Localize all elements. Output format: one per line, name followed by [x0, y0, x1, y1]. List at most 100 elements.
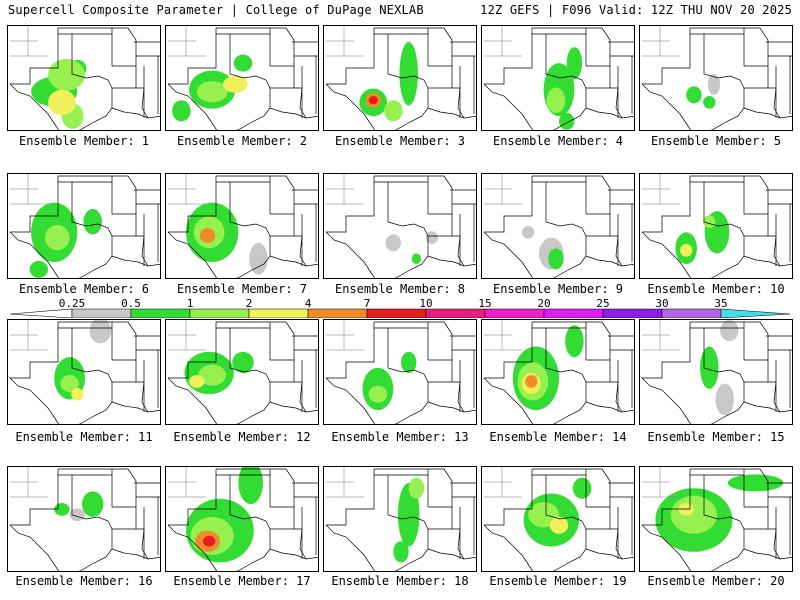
scp-contour-area: [678, 503, 694, 516]
scp-contour-area: [522, 225, 535, 239]
ensemble-member-map: [481, 173, 635, 279]
scp-field: [641, 467, 792, 571]
scp-field: [483, 26, 634, 130]
colorbar-segment: [543, 308, 604, 318]
scp-contour-area: [408, 477, 425, 499]
scp-contour-area: [401, 351, 417, 373]
scp-contour-area: [83, 208, 102, 235]
scp-contour-area: [222, 75, 248, 93]
scp-contour-area: [368, 385, 388, 403]
colorbar-tick-label: 0.5: [121, 297, 141, 310]
ensemble-member-map: [7, 319, 161, 425]
scp-field: [167, 467, 318, 571]
scp-contour-area: [703, 95, 716, 109]
ensemble-member-label: Ensemble Member: 8: [334, 282, 466, 296]
colorbar-tick-label: 35: [714, 297, 728, 310]
ensemble-member-map: [323, 25, 477, 131]
ensemble-member-label: Ensemble Member: 3: [334, 134, 466, 148]
ensemble-member-map: [165, 25, 319, 131]
scp-contour-area: [670, 495, 717, 534]
scp-contour-area: [393, 541, 409, 563]
scp-field: [167, 174, 318, 278]
ensemble-member-label: Ensemble Member: 4: [492, 134, 624, 148]
scp-contour-area: [720, 320, 739, 342]
ensemble-member-label: Ensemble Member: 13: [331, 430, 469, 444]
scp-contour-area: [525, 375, 538, 388]
colorbar-tick-label: 7: [363, 297, 371, 310]
scp-field: [641, 174, 792, 278]
ensemble-member-map: [323, 319, 477, 425]
ensemble-member-label: Ensemble Member: 19: [489, 574, 627, 588]
colorbar-segment: [366, 308, 427, 318]
ensemble-member-label: Ensemble Member: 18: [331, 574, 469, 588]
ensemble-member-label: Ensemble Member: 2: [176, 134, 308, 148]
scp-contour-area: [399, 41, 418, 106]
ensemble-member-map: [7, 466, 161, 572]
scp-contour-area: [559, 112, 575, 130]
scp-contour-area: [60, 375, 79, 393]
scp-contour-area: [48, 58, 85, 91]
ensemble-member-label: Ensemble Member: 20: [647, 574, 785, 588]
scp-contour-area: [680, 243, 693, 257]
ensemble-member-label: Ensemble Member: 6: [18, 282, 150, 296]
ensemble-member-map: [639, 173, 793, 279]
ensemble-member-label: Ensemble Member: 1: [18, 134, 150, 148]
scp-contour-area: [703, 215, 716, 229]
ensemble-member-label: Ensemble Member: 15: [647, 430, 785, 444]
colorbar-segment: [484, 308, 545, 318]
scp-contour-area: [81, 491, 104, 517]
ensemble-member-label: Ensemble Member: 16: [15, 574, 153, 588]
scp-contour-area: [202, 535, 216, 547]
scp-contour-area: [727, 474, 784, 492]
scp-field: [325, 26, 476, 130]
ensemble-member-label: Ensemble Member: 7: [176, 282, 308, 296]
colorbar-low-arrow: [10, 308, 73, 318]
scp-field: [9, 467, 160, 571]
colorbar-segment: [71, 308, 132, 318]
colorbar-tick-label: 0.25: [58, 297, 86, 310]
colorbar-segment: [189, 308, 250, 318]
scp-contour-area: [54, 503, 70, 516]
scp-contour-area: [572, 477, 592, 499]
colorbar-tick-label: 20: [537, 297, 551, 310]
scp-contour-area: [249, 242, 268, 275]
colorbar-tick-label: 4: [304, 297, 312, 310]
ensemble-member-map: [7, 173, 161, 279]
scp-field: [9, 174, 160, 278]
scp-contour-area: [44, 224, 70, 251]
ensemble-member-map: [165, 466, 319, 572]
run-valid-time: 12Z GEFS | F096 Valid: 12Z THU NOV 20 20…: [480, 3, 792, 17]
scp-field: [483, 467, 634, 571]
colorbar-segment: [307, 308, 368, 318]
scp-contour-area: [71, 387, 84, 401]
ensemble-member-label: Ensemble Member: 17: [173, 574, 311, 588]
scp-contour-area: [48, 89, 76, 116]
scp-contour-area: [233, 54, 253, 72]
ensemble-member-label: Ensemble Member: 11: [15, 430, 153, 444]
colorbar-segment: [425, 308, 486, 318]
colorbar-segment: [661, 308, 722, 318]
colorbar-tick-label: 1: [186, 297, 194, 310]
scp-contour-area: [238, 467, 264, 505]
scp-contour-area: [232, 351, 254, 373]
scp-contour-area: [384, 100, 403, 122]
ensemble-member-map: [165, 319, 319, 425]
ensemble-member-map: [639, 319, 793, 425]
scp-contour-area: [198, 364, 227, 386]
color-scale-bar: [10, 308, 790, 318]
scp-contour-area: [700, 346, 719, 389]
scp-field: [483, 320, 634, 424]
scp-contour-area: [549, 516, 569, 534]
scp-contour-area: [89, 320, 112, 344]
scp-contour-area: [565, 325, 584, 358]
scp-contour-area: [707, 73, 721, 95]
ensemble-member-map: [481, 25, 635, 131]
scp-field: [325, 174, 476, 278]
colorbar-tick-label: 30: [655, 297, 669, 310]
ensemble-member-map: [7, 25, 161, 131]
scp-contour-area: [425, 231, 438, 244]
ensemble-member-map: [639, 466, 793, 572]
scp-field: [167, 320, 318, 424]
colorbar-tick-label: 15: [478, 297, 492, 310]
scp-contour-area: [548, 248, 564, 270]
